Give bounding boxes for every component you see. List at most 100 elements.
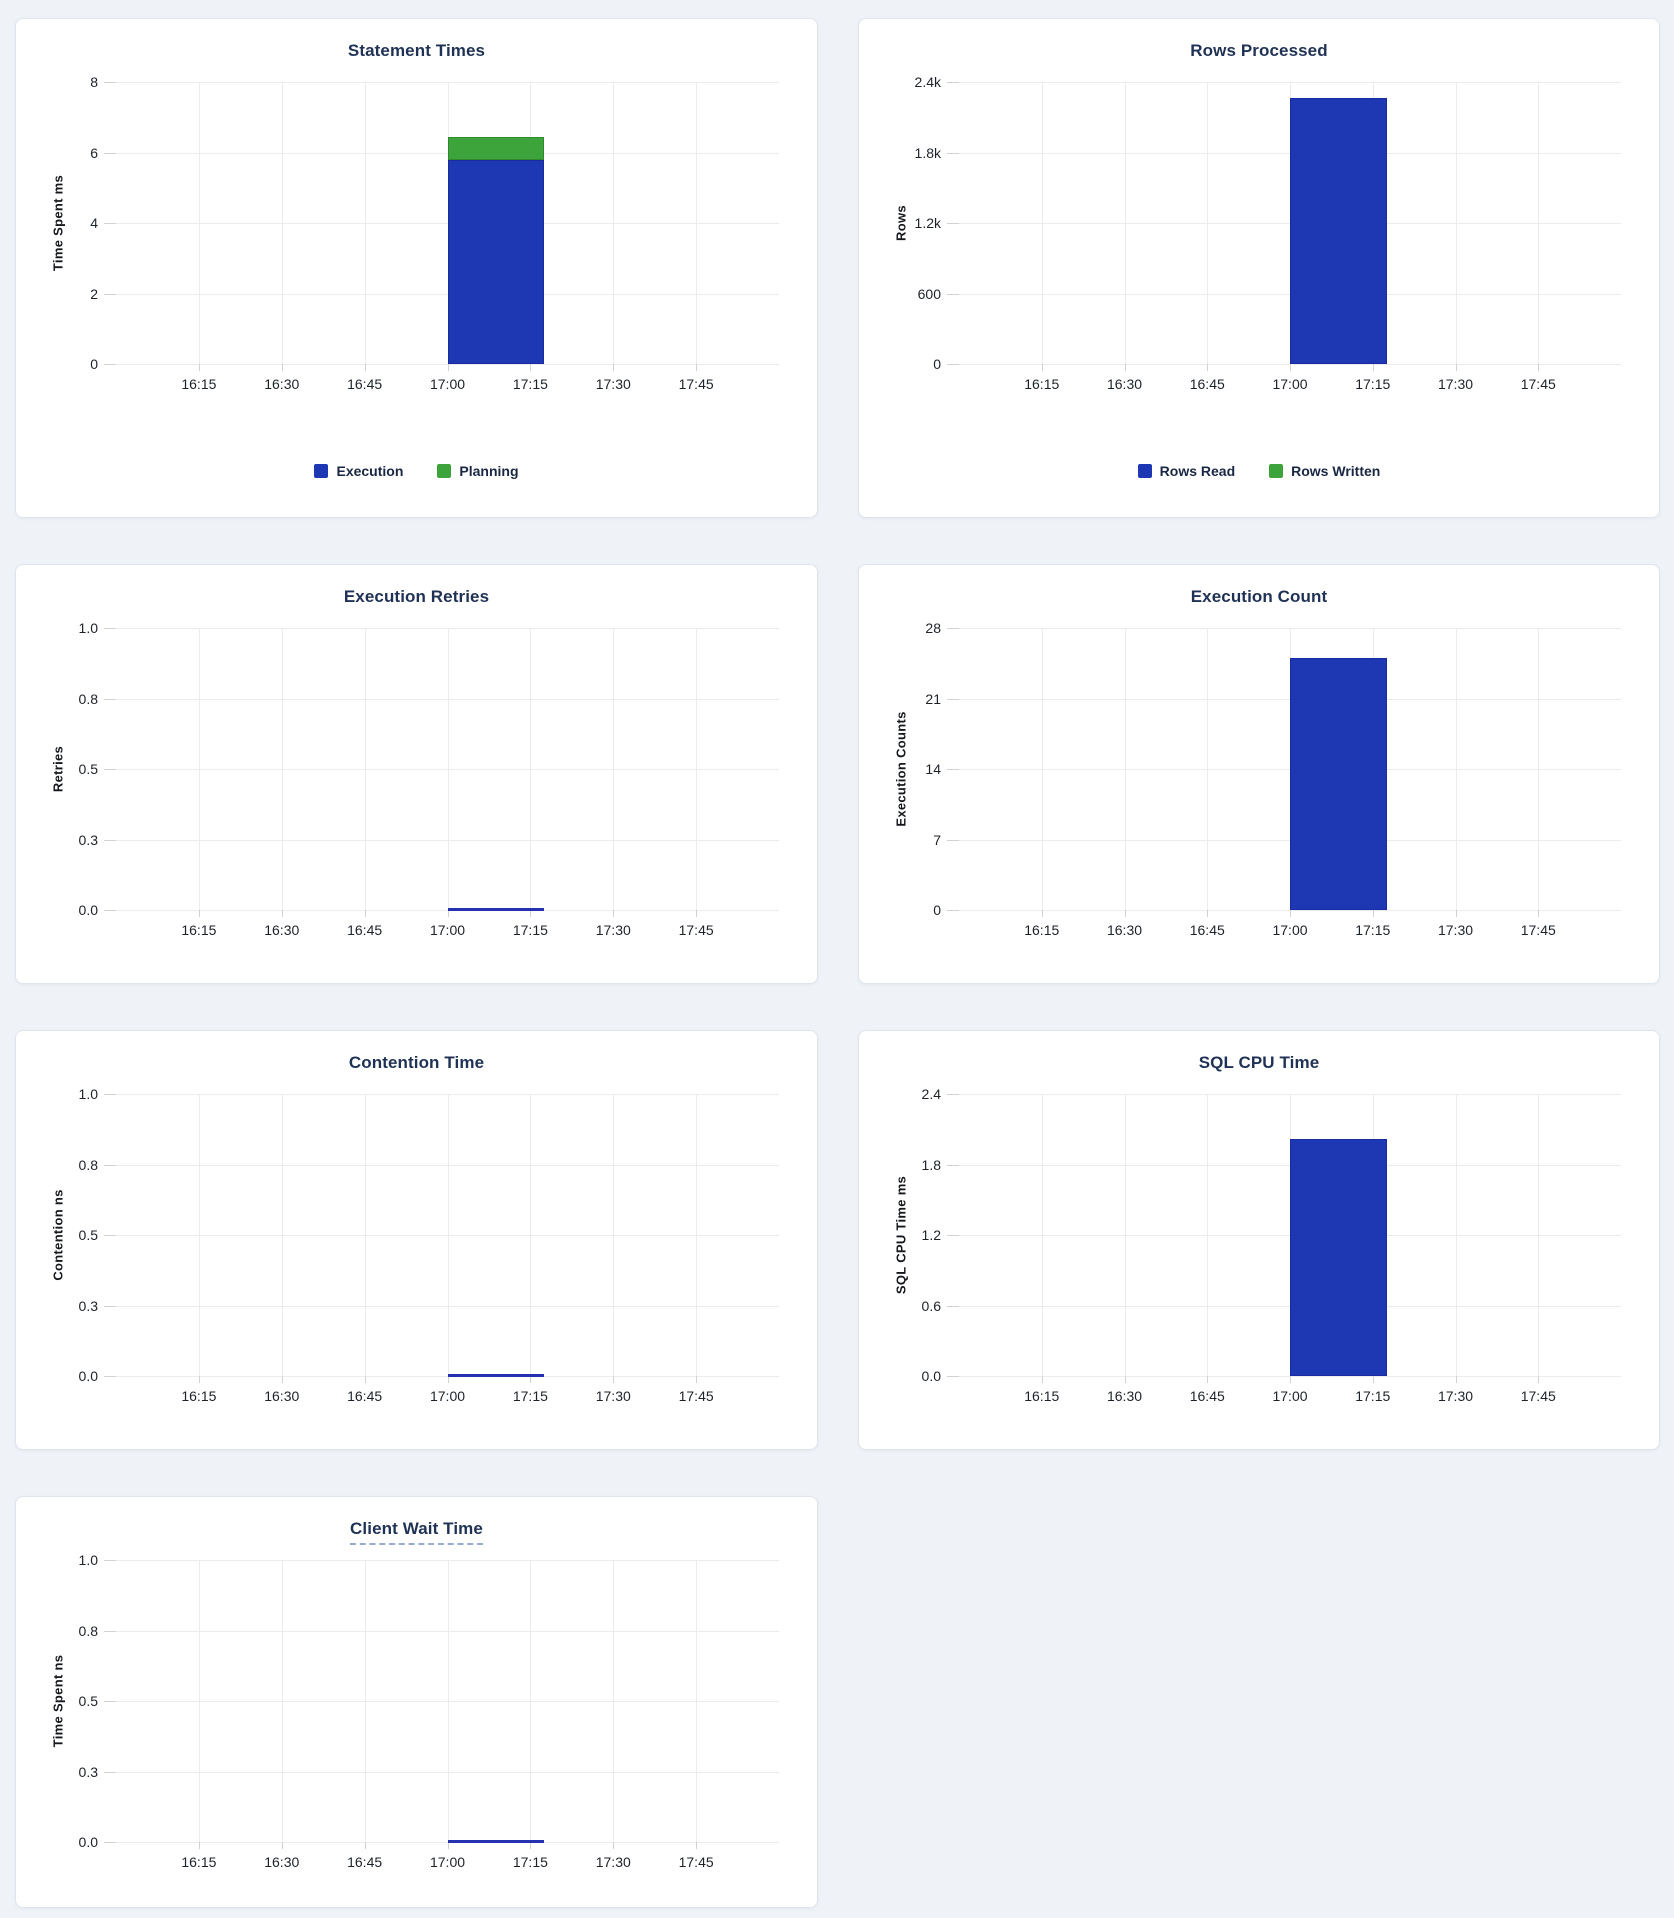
chart-title-text[interactable]: Client Wait Time xyxy=(350,1519,483,1545)
x-tick-mark xyxy=(364,1842,366,1849)
x-tick-mark xyxy=(1041,910,1043,917)
y-tick-label: 28 xyxy=(925,620,941,636)
y-tick-mark xyxy=(947,628,959,629)
x-tick-label: 17:45 xyxy=(1520,376,1556,392)
y-tick-mark xyxy=(104,769,116,770)
y-tick-label: 1.0 xyxy=(78,1086,98,1102)
x-tick-mark xyxy=(364,1376,366,1383)
y-tick-mark xyxy=(947,82,959,83)
x-tick-mark xyxy=(1455,1376,1457,1383)
gridline-vertical xyxy=(198,628,200,910)
x-tick-mark xyxy=(1041,1376,1043,1383)
y-tick-mark xyxy=(104,1305,116,1307)
gridline-vertical xyxy=(198,1094,200,1376)
x-tick-mark xyxy=(281,910,283,917)
gridline-vertical xyxy=(613,82,615,364)
gridline-vertical xyxy=(1124,628,1126,910)
gridline-vertical xyxy=(364,82,366,364)
legend-item-execution: Execution xyxy=(314,463,403,479)
gridline-vertical xyxy=(696,628,698,910)
x-tick-label: 17:30 xyxy=(1437,922,1474,938)
y-tick-label: 2.4 xyxy=(921,1086,941,1102)
bar-execution-count xyxy=(1290,658,1387,910)
gridline-vertical xyxy=(613,1560,615,1842)
gridline-vertical xyxy=(281,82,283,364)
y-tick-mark xyxy=(104,364,116,365)
x-tick-label: 17:15 xyxy=(1355,376,1391,392)
y-tick-label: 0.6 xyxy=(921,1297,941,1314)
legend-label: Planning xyxy=(459,463,519,479)
gridline-vertical xyxy=(613,1094,615,1376)
x-tick-label: 17:45 xyxy=(678,376,714,392)
x-tick-mark xyxy=(1124,910,1126,917)
x-tick-label: 17:00 xyxy=(429,922,466,938)
x-tick-label: 17:00 xyxy=(1272,922,1308,938)
x-tick-mark xyxy=(364,910,366,917)
x-tick-mark xyxy=(1455,910,1457,917)
y-tick-label: 0.0 xyxy=(78,1834,98,1850)
x-tick-mark xyxy=(281,1842,283,1849)
x-tick-label: 16:45 xyxy=(347,376,383,392)
gridline-vertical xyxy=(1538,1094,1540,1376)
x-tick-label: 17:30 xyxy=(595,922,631,938)
x-tick-mark xyxy=(1207,910,1209,917)
legend-swatch-icon xyxy=(314,464,329,478)
y-axis-label: Time Spent ns xyxy=(50,1654,66,1748)
legend-label: Execution xyxy=(336,463,404,479)
chart-legend-statement-times: Execution Planning xyxy=(16,463,817,479)
y-tick-label: 0.3 xyxy=(78,831,98,848)
gridline-vertical xyxy=(1124,1094,1126,1376)
gridline-vertical xyxy=(530,1094,532,1376)
y-tick-mark xyxy=(947,698,959,700)
y-tick-mark xyxy=(947,1094,959,1095)
y-tick-mark xyxy=(947,1164,959,1166)
chart-title-sql-cpu-time: SQL CPU Time xyxy=(859,1053,1659,1073)
x-tick-label: 17:30 xyxy=(1437,1388,1474,1404)
chart-title-text: Statement Times xyxy=(347,41,486,60)
y-tick-label: 0.5 xyxy=(78,1693,98,1709)
legend-item-planning: Planning xyxy=(437,463,519,479)
x-tick-label: 16:45 xyxy=(1189,922,1225,938)
y-tick-label: 0.5 xyxy=(78,1227,98,1243)
y-tick-label: 4 xyxy=(90,215,98,231)
y-tick-mark xyxy=(104,1771,116,1773)
legend-label: Rows Read xyxy=(1159,463,1236,479)
chart-title-client-wait-time: Client Wait Time xyxy=(16,1519,817,1545)
gridline-vertical xyxy=(1455,82,1457,364)
y-tick-label: 1.2k xyxy=(914,215,941,231)
x-tick-mark xyxy=(1041,364,1043,371)
gridline-vertical xyxy=(281,1094,283,1376)
gridline-vertical xyxy=(613,628,615,910)
gridline-vertical xyxy=(1455,1094,1457,1376)
x-tick-mark xyxy=(1124,1376,1126,1383)
y-tick-mark xyxy=(947,364,959,365)
x-tick-label: 17:00 xyxy=(1272,376,1308,392)
x-tick-mark xyxy=(696,1376,698,1383)
y-tick-mark xyxy=(104,223,116,224)
x-tick-mark xyxy=(1290,364,1291,371)
gridline-vertical xyxy=(281,1560,283,1842)
legend-swatch-icon xyxy=(1137,464,1152,478)
y-tick-label: 14 xyxy=(925,761,941,777)
y-tick-label: 7 xyxy=(933,831,941,848)
x-tick-label: 16:15 xyxy=(181,922,217,938)
plot-area-execution-count: 28 21 14 7 0 16:15 16:30 16:45 17:00 17:15 17:30 17… xyxy=(925,620,1621,938)
y-tick-mark xyxy=(947,769,959,770)
x-tick-label: 16:30 xyxy=(264,376,300,392)
x-tick-label: 17:15 xyxy=(512,376,548,392)
y-tick-label: 0.3 xyxy=(78,1763,98,1780)
x-tick-label: 16:45 xyxy=(347,1388,383,1404)
x-tick-label: 16:15 xyxy=(181,376,217,392)
chart-card-execution-retries: Execution Retries Retries 1.0 0.8 0.5 0.3 0.0 1… xyxy=(15,564,818,984)
x-tick-label: 17:45 xyxy=(678,1388,714,1404)
y-tick-mark xyxy=(947,1305,959,1307)
x-tick-label: 16:30 xyxy=(1106,376,1143,392)
legend-swatch-icon xyxy=(1269,464,1284,478)
gridline-vertical xyxy=(696,1560,698,1842)
x-tick-label: 17:30 xyxy=(595,1854,631,1870)
x-tick-mark xyxy=(447,1842,449,1849)
x-tick-label: 17:00 xyxy=(429,1388,466,1404)
y-tick-mark xyxy=(947,293,959,295)
y-tick-mark xyxy=(947,910,959,911)
gridline-vertical xyxy=(281,628,283,910)
